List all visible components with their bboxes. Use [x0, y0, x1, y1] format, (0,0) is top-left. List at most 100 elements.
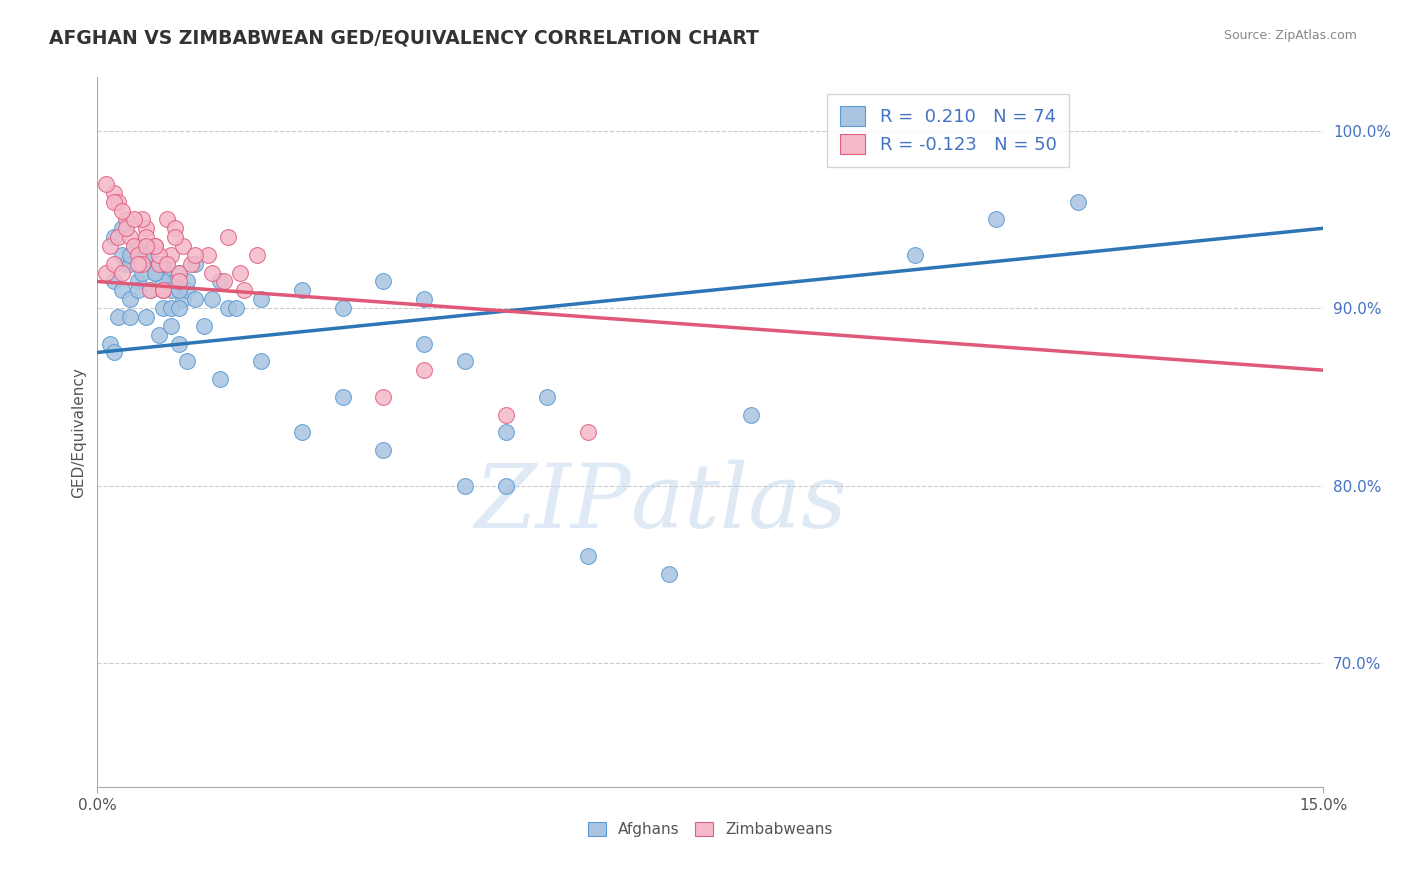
Point [127, 248, 149, 262]
Point [249, 354, 271, 368]
Point [233, 284, 256, 298]
Point [103, 345, 125, 359]
Point [103, 194, 125, 209]
Point [103, 275, 125, 289]
Point [217, 230, 239, 244]
Point [184, 257, 207, 271]
Point [152, 301, 174, 315]
Point [122, 212, 145, 227]
Point [118, 257, 141, 271]
Point [291, 284, 314, 298]
Point [172, 239, 194, 253]
Point [152, 284, 174, 298]
Point [143, 266, 166, 280]
Point [135, 310, 157, 324]
Point [249, 292, 271, 306]
Point [98, 336, 121, 351]
Point [986, 212, 1008, 227]
Point [208, 372, 231, 386]
Point [156, 212, 179, 227]
Point [658, 567, 681, 582]
Point [180, 257, 202, 271]
Text: AFGHAN VS ZIMBABWEAN GED/EQUIVALENCY CORRELATION CHART: AFGHAN VS ZIMBABWEAN GED/EQUIVALENCY COR… [49, 29, 759, 47]
Point [167, 336, 190, 351]
Point [143, 257, 166, 271]
Point [332, 390, 354, 404]
Point [143, 239, 166, 253]
Point [103, 230, 125, 244]
Point [152, 284, 174, 298]
Point [152, 284, 174, 298]
Point [111, 248, 134, 262]
Point [148, 327, 170, 342]
Point [135, 230, 157, 244]
Point [229, 266, 252, 280]
Point [373, 275, 395, 289]
Point [167, 275, 190, 289]
Point [111, 203, 134, 218]
Point [454, 478, 477, 492]
Point [163, 275, 186, 289]
Point [94, 266, 117, 280]
Text: Source: ZipAtlas.com: Source: ZipAtlas.com [1223, 29, 1357, 42]
Text: atlas: atlas [631, 460, 846, 547]
Point [1067, 194, 1090, 209]
Point [111, 221, 134, 235]
Point [495, 408, 517, 422]
Point [167, 284, 190, 298]
Point [107, 230, 129, 244]
Y-axis label: GED/Equivalency: GED/Equivalency [72, 367, 86, 498]
Point [576, 549, 599, 564]
Point [98, 239, 121, 253]
Point [160, 284, 183, 298]
Point [118, 248, 141, 262]
Point [122, 248, 145, 262]
Point [143, 239, 166, 253]
Point [156, 266, 179, 280]
Point [107, 194, 129, 209]
Point [193, 318, 215, 333]
Point [143, 266, 166, 280]
Point [127, 257, 149, 271]
Point [94, 177, 117, 191]
Text: ZIP: ZIP [474, 460, 631, 547]
Point [217, 301, 239, 315]
Point [163, 230, 186, 244]
Point [115, 257, 138, 271]
Point [127, 284, 149, 298]
Point [139, 284, 162, 298]
Point [118, 292, 141, 306]
Point [184, 292, 207, 306]
Point [135, 248, 157, 262]
Point [184, 248, 207, 262]
Point [208, 275, 231, 289]
Point [103, 186, 125, 200]
Point [160, 301, 183, 315]
Point [167, 266, 190, 280]
Point [246, 248, 269, 262]
Point [495, 478, 517, 492]
Point [225, 301, 247, 315]
Point [131, 266, 153, 280]
Point [904, 248, 927, 262]
Point [148, 257, 170, 271]
Point [127, 239, 149, 253]
Point [740, 408, 762, 422]
Point [291, 425, 314, 440]
Point [122, 239, 145, 253]
Point [212, 275, 235, 289]
Point [118, 230, 141, 244]
Point [176, 275, 198, 289]
Point [115, 212, 138, 227]
Point [576, 425, 599, 440]
Point [148, 248, 170, 262]
Point [413, 336, 436, 351]
Point [332, 301, 354, 315]
Point [103, 257, 125, 271]
Point [143, 257, 166, 271]
Point [413, 363, 436, 377]
Point [373, 390, 395, 404]
Point [139, 284, 162, 298]
Point [197, 248, 219, 262]
Point [131, 257, 153, 271]
